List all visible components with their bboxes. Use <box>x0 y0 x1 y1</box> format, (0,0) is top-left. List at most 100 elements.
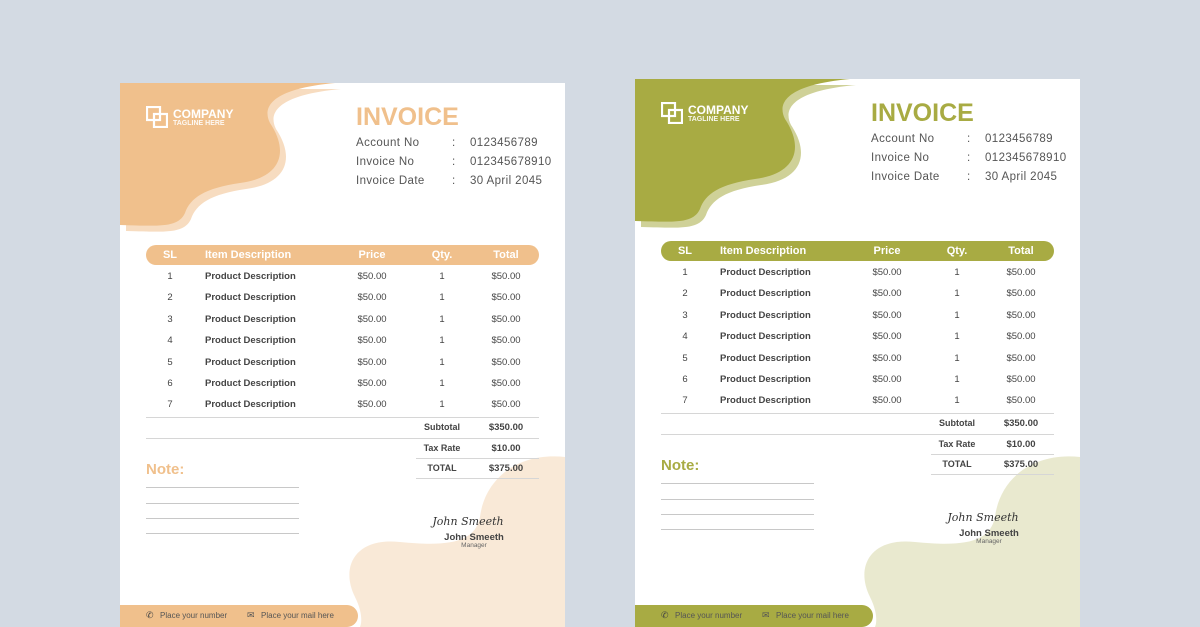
row-total: $50.00 <box>1006 267 1036 278</box>
totals-value: $375.00 <box>488 463 524 474</box>
totals-label: TOTAL <box>942 459 972 469</box>
row-total: $50.00 <box>1006 309 1036 321</box>
table-divider <box>146 417 539 418</box>
info-label: Invoice Date <box>356 175 425 187</box>
note-line <box>146 533 299 534</box>
info-value: 30 April 2045 <box>470 175 543 187</box>
row-qty: 1 <box>439 356 445 368</box>
footer-bar: ✆ Place your number ✉ Place your mail here <box>635 605 873 627</box>
logo-squares-icon <box>145 105 169 129</box>
logo-squares-icon <box>660 101 684 125</box>
footer-mail: Place your mail here <box>261 611 334 620</box>
totals-value: $10.00 <box>1006 438 1036 450</box>
table-row: 5 Product Description $50.00 1 $50.00 <box>635 353 1080 367</box>
totals-divider <box>416 478 539 479</box>
row-price: $50.00 <box>357 378 387 389</box>
table-row: 1 Product Description $50.00 1 $50.00 <box>120 271 565 285</box>
row-total: $50.00 <box>491 378 521 389</box>
row-price: $50.00 <box>872 267 902 278</box>
totals-label: TOTAL <box>427 463 457 473</box>
table-row: 5 Product Description $50.00 1 $50.00 <box>120 357 565 371</box>
table-row: 4 Product Description $50.00 1 $50.00 <box>120 335 565 349</box>
totals-divider <box>416 458 539 459</box>
note-label: Note: <box>661 457 700 474</box>
row-description: Product Description <box>720 331 811 343</box>
row-sl: 7 <box>167 399 173 411</box>
row-total: $50.00 <box>491 271 521 282</box>
row-price: $50.00 <box>357 356 387 368</box>
column-header: Price <box>873 245 901 257</box>
row-description: Product Description <box>720 267 811 278</box>
mail-icon: ✉ <box>762 610 770 620</box>
row-qty: 1 <box>954 352 960 364</box>
row-total: $50.00 <box>1006 331 1036 343</box>
row-qty: 1 <box>954 331 960 343</box>
row-price: $50.00 <box>872 331 902 343</box>
row-sl: 4 <box>167 335 173 347</box>
decorative-blobs <box>120 83 565 627</box>
row-qty: 1 <box>954 374 960 385</box>
column-header: Item Description <box>205 249 292 261</box>
totals-divider <box>931 454 1054 455</box>
info-value: 30 April 2045 <box>985 171 1058 183</box>
note-line <box>661 499 814 500</box>
row-total: $50.00 <box>491 335 521 347</box>
info-label: Account No <box>871 133 935 145</box>
row-total: $50.00 <box>1006 374 1036 385</box>
row-qty: 1 <box>439 292 445 304</box>
invoice-green: COMPANY TAGLINE HERE INVOICE Account No: 012… <box>635 79 1080 627</box>
table-row: 7 Product Description $50.00 1 $50.00 <box>120 399 565 413</box>
column-header: SL <box>677 245 693 257</box>
column-header: Total <box>493 249 519 261</box>
row-total: $50.00 <box>1006 395 1036 407</box>
column-header: Item Description <box>720 245 807 257</box>
totals-value: $350.00 <box>1003 418 1039 429</box>
row-total: $50.00 <box>1006 288 1036 300</box>
info-label: Account No <box>356 137 420 149</box>
invoice-orange: COMPANY TAGLINE HERE INVOICE Account No: 012… <box>120 83 565 627</box>
company-tagline: TAGLINE HERE <box>173 120 225 127</box>
invoice-title: INVOICE <box>871 99 974 127</box>
column-header: Qty. <box>431 249 453 261</box>
row-price: $50.00 <box>357 313 387 325</box>
row-sl: 2 <box>682 288 688 300</box>
info-value: 012345678910 <box>985 152 1067 164</box>
table-row: 2 Product Description $50.00 1 $50.00 <box>635 288 1080 302</box>
table-row: 3 Product Description $50.00 1 $50.00 <box>120 314 565 328</box>
row-price: $50.00 <box>872 374 902 385</box>
row-description: Product Description <box>720 352 811 364</box>
note-line <box>146 487 299 488</box>
row-sl: 7 <box>682 395 688 407</box>
row-sl: 2 <box>167 292 173 304</box>
row-description: Product Description <box>205 271 296 282</box>
info-label: Invoice Date <box>871 171 940 183</box>
table-row: 2 Product Description $50.00 1 $50.00 <box>120 292 565 306</box>
row-description: Product Description <box>205 356 296 368</box>
row-description: Product Description <box>720 374 811 385</box>
row-description: Product Description <box>720 309 811 321</box>
footer-bar: ✆ Place your number ✉ Place your mail here <box>120 605 358 627</box>
row-price: $50.00 <box>872 309 902 321</box>
row-sl: 5 <box>682 352 688 364</box>
info-colon: : <box>452 175 456 187</box>
info-value: 0123456789 <box>470 137 538 149</box>
footer-phone: Place your number <box>160 611 228 620</box>
row-description: Product Description <box>205 378 296 389</box>
info-colon: : <box>967 152 971 164</box>
totals-label: Tax Rate <box>423 442 461 453</box>
company-name: COMPANY <box>688 103 749 117</box>
row-total: $50.00 <box>1006 352 1036 364</box>
footer-phone: Place your number <box>675 611 743 620</box>
row-description: Product Description <box>720 288 811 300</box>
row-description: Product Description <box>205 335 296 347</box>
column-header: Price <box>358 249 386 261</box>
totals-value: $350.00 <box>488 422 524 433</box>
table-header: SL Item Description Price Qty. Total <box>146 245 539 265</box>
totals-label: Subtotal <box>939 418 975 428</box>
info-value: 012345678910 <box>470 156 552 168</box>
column-header: SL <box>162 249 178 261</box>
note-line <box>146 503 299 504</box>
info-colon: : <box>452 137 456 149</box>
info-label: Invoice No <box>356 156 415 168</box>
row-description: Product Description <box>205 292 296 304</box>
